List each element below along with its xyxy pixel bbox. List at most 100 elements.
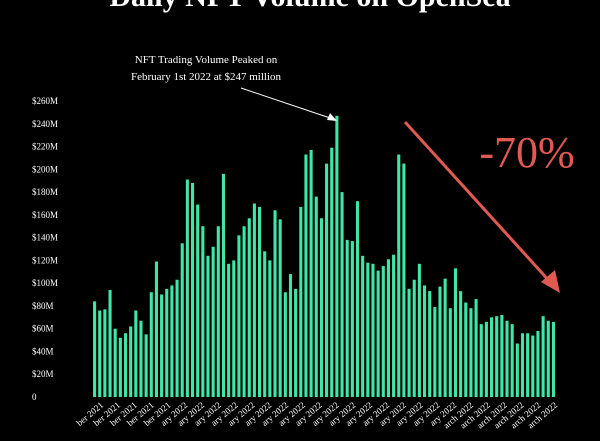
bar (149, 292, 153, 397)
y-tick-label: $80M (32, 301, 54, 311)
bar (541, 316, 545, 397)
bar (304, 154, 308, 397)
bar (428, 291, 432, 397)
bar (531, 335, 535, 397)
bar (381, 266, 385, 397)
bar (345, 239, 349, 397)
bar (433, 307, 437, 397)
bar (294, 288, 298, 397)
bar (165, 288, 169, 397)
bars (93, 115, 555, 398)
y-tick-label: $160M (32, 210, 58, 220)
bar (407, 288, 411, 397)
bar (221, 173, 226, 397)
bar (546, 320, 550, 397)
bar (474, 299, 478, 397)
bar (314, 196, 318, 397)
bar (144, 334, 148, 397)
y-tick-label: $220M (32, 142, 58, 152)
bar (216, 226, 220, 397)
bar (273, 210, 277, 397)
bar (196, 204, 200, 397)
bar (392, 254, 396, 397)
y-tick-label: $100M (32, 278, 58, 288)
bar (252, 203, 256, 397)
bar (299, 206, 303, 397)
bar (160, 294, 164, 397)
bar (459, 291, 463, 397)
y-tick-label: $200M (32, 164, 58, 174)
bar (469, 308, 473, 397)
y-tick-label: $40M (32, 346, 54, 356)
bar (330, 147, 334, 397)
bar (366, 262, 370, 397)
bar (500, 315, 504, 397)
decline-annotation: -70% (403, 120, 575, 293)
bar (139, 320, 143, 397)
bar (484, 321, 488, 397)
bar (453, 268, 458, 397)
bar (526, 333, 530, 397)
bar (438, 286, 442, 397)
bar (154, 261, 158, 397)
bar (335, 115, 339, 398)
peak-annotation: NFT Trading Volume Peaked on February 1s… (131, 54, 337, 121)
bar (103, 309, 107, 397)
peak-annotation-line2: February 1st 2022 at $247 million (131, 71, 282, 83)
bar (402, 163, 406, 397)
bar (227, 263, 231, 397)
bar (355, 201, 360, 397)
bar (397, 154, 401, 397)
y-tick-label: $240M (32, 119, 58, 129)
bar (190, 182, 195, 397)
bar (350, 241, 354, 397)
decline-percent-label: -70% (479, 128, 574, 177)
bar (340, 192, 344, 397)
decline-arrow-line (403, 120, 554, 286)
bar (180, 243, 184, 397)
bar (98, 310, 102, 397)
y-tick-label: 0 (32, 392, 37, 402)
bar (464, 302, 468, 397)
bar (520, 333, 525, 397)
bar (376, 270, 380, 397)
bar (123, 333, 128, 397)
bar (448, 308, 452, 397)
bar (185, 179, 189, 397)
chart-title: Daily NFT Volume on OpenSea (109, 0, 510, 13)
peak-arrow-line (240, 87, 334, 120)
bar (319, 218, 323, 397)
bar (206, 255, 210, 397)
bar (510, 324, 514, 397)
y-tick-label: $120M (32, 255, 58, 265)
bar (242, 226, 246, 397)
y-tick-label: $140M (32, 233, 58, 243)
bar (361, 255, 365, 397)
bar (417, 263, 421, 397)
bar (412, 279, 416, 397)
bar (118, 337, 122, 397)
bar (129, 326, 133, 397)
bar (263, 251, 267, 397)
y-tick-label: $20M (32, 369, 54, 379)
bar (237, 235, 241, 397)
bar (232, 260, 236, 397)
bar (268, 260, 272, 397)
y-axis: 0 $20M $40M $60M $80M $100M $120M $140M $160M $18… (32, 96, 58, 402)
bar (325, 163, 329, 397)
bar (536, 330, 540, 397)
bar (386, 259, 390, 397)
bar (283, 292, 287, 397)
bar (170, 285, 174, 397)
bar (490, 317, 494, 397)
peak-annotation-line1: NFT Trading Volume Peaked on (135, 54, 278, 66)
bar (201, 226, 205, 397)
bar (134, 310, 138, 397)
bar (113, 328, 117, 397)
bar (247, 218, 251, 397)
y-tick-label: $180M (32, 187, 58, 197)
peak-arrow-head (327, 113, 337, 121)
bar (371, 263, 375, 397)
bar (443, 278, 447, 397)
